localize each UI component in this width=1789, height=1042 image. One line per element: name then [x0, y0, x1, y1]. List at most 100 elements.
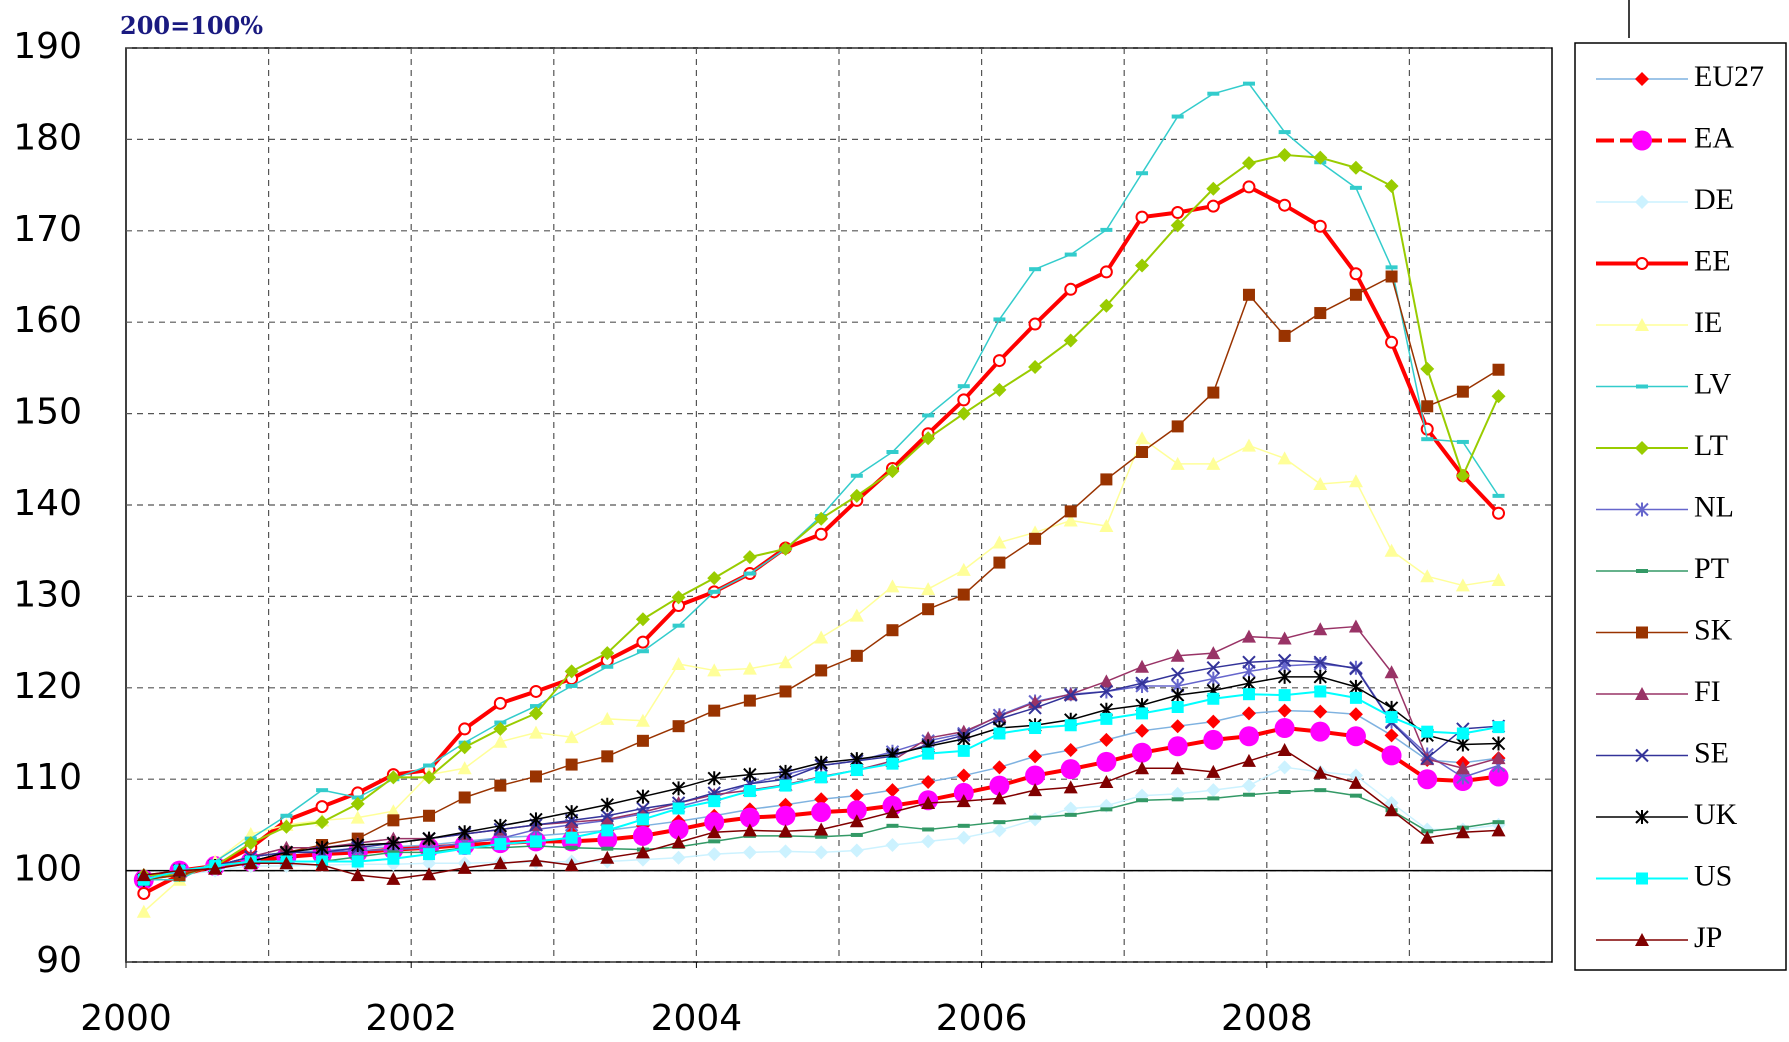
- marker: [707, 771, 721, 786]
- marker: [1313, 704, 1328, 719]
- marker: [1348, 768, 1363, 783]
- marker: [993, 556, 1006, 569]
- legend-entry: LT: [1596, 429, 1728, 462]
- marker: [1242, 655, 1256, 669]
- legend-label: EE: [1694, 244, 1731, 277]
- marker: [1455, 468, 1470, 483]
- marker: [1278, 329, 1291, 342]
- marker: [1456, 737, 1470, 752]
- series: [137, 685, 1505, 886]
- marker: [635, 845, 650, 859]
- marker: [743, 785, 756, 798]
- marker: [1099, 519, 1114, 533]
- legend-label: IE: [1694, 306, 1722, 339]
- marker: [989, 775, 1010, 796]
- legend-marker: [1635, 257, 1649, 270]
- marker: [564, 858, 579, 872]
- x-tick-label: 2002: [365, 998, 457, 1039]
- marker: [921, 774, 936, 789]
- marker: [1492, 363, 1505, 376]
- legend-label: PT: [1694, 552, 1729, 585]
- marker: [814, 630, 829, 644]
- marker: [1100, 473, 1113, 486]
- x-tick-label: 2008: [1221, 998, 1313, 1039]
- marker: [1348, 619, 1363, 633]
- marker: [1241, 438, 1256, 452]
- marker: [1099, 298, 1114, 313]
- marker: [992, 382, 1007, 397]
- marker: [1135, 431, 1150, 445]
- marker: [1277, 451, 1292, 465]
- marker: [1492, 721, 1505, 734]
- marker: [457, 825, 472, 840]
- marker: [1455, 825, 1470, 839]
- marker: [1063, 780, 1078, 794]
- marker: [600, 797, 614, 812]
- legend-marker: [1635, 441, 1649, 455]
- legend-label: SK: [1694, 613, 1733, 646]
- marker: [778, 824, 793, 838]
- marker: [1064, 505, 1077, 518]
- marker: [1028, 701, 1042, 715]
- legend-marker: [1635, 72, 1649, 86]
- marker: [458, 842, 471, 855]
- marker: [814, 845, 829, 860]
- marker: [1135, 659, 1150, 673]
- marker: [564, 664, 579, 679]
- marker: [1028, 783, 1043, 797]
- marker: [1421, 725, 1434, 738]
- marker: [1277, 653, 1292, 668]
- marker: [1313, 150, 1328, 165]
- legend-entry: PT: [1596, 552, 1729, 585]
- marker: [1384, 728, 1399, 743]
- marker: [743, 694, 756, 707]
- marker: [850, 764, 863, 777]
- marker: [956, 794, 971, 808]
- marker: [565, 758, 578, 771]
- marker: [601, 824, 614, 837]
- legend-entry: NL: [1596, 490, 1734, 523]
- marker: [1456, 385, 1469, 398]
- marker: [957, 744, 970, 757]
- marker: [1242, 180, 1256, 194]
- marker: [1313, 669, 1327, 684]
- marker: [1206, 181, 1221, 196]
- legend-marker: [1636, 872, 1648, 885]
- marker: [1170, 761, 1185, 775]
- legend-entry: LV: [1596, 367, 1732, 400]
- legend-marker: [1635, 195, 1649, 209]
- marker: [672, 720, 685, 733]
- marker: [1348, 775, 1363, 789]
- marker: [243, 856, 258, 870]
- marker: [315, 858, 330, 872]
- marker: [351, 838, 365, 853]
- marker: [1028, 749, 1043, 764]
- marker: [1064, 719, 1077, 732]
- marker: [137, 886, 151, 900]
- marker: [957, 588, 970, 601]
- marker: [1136, 445, 1149, 458]
- marker: [1207, 692, 1220, 705]
- marker: [600, 646, 615, 661]
- marker: [850, 752, 864, 767]
- marker: [1028, 317, 1042, 331]
- legend-marker: [1632, 130, 1652, 151]
- marker: [992, 535, 1007, 549]
- marker: [1063, 742, 1078, 757]
- marker: [1491, 736, 1506, 751]
- marker: [815, 771, 828, 784]
- marker: [564, 805, 579, 820]
- marker: [1029, 532, 1042, 545]
- y-tick-label: 90: [36, 940, 82, 981]
- legend-marker: [1635, 687, 1649, 700]
- marker: [849, 608, 864, 622]
- marker: [386, 836, 401, 851]
- marker: [1241, 753, 1256, 767]
- marker: [671, 781, 686, 796]
- marker: [1349, 267, 1363, 281]
- marker: [1348, 160, 1363, 175]
- marker: [350, 810, 365, 824]
- marker: [493, 696, 507, 710]
- marker: [742, 661, 757, 675]
